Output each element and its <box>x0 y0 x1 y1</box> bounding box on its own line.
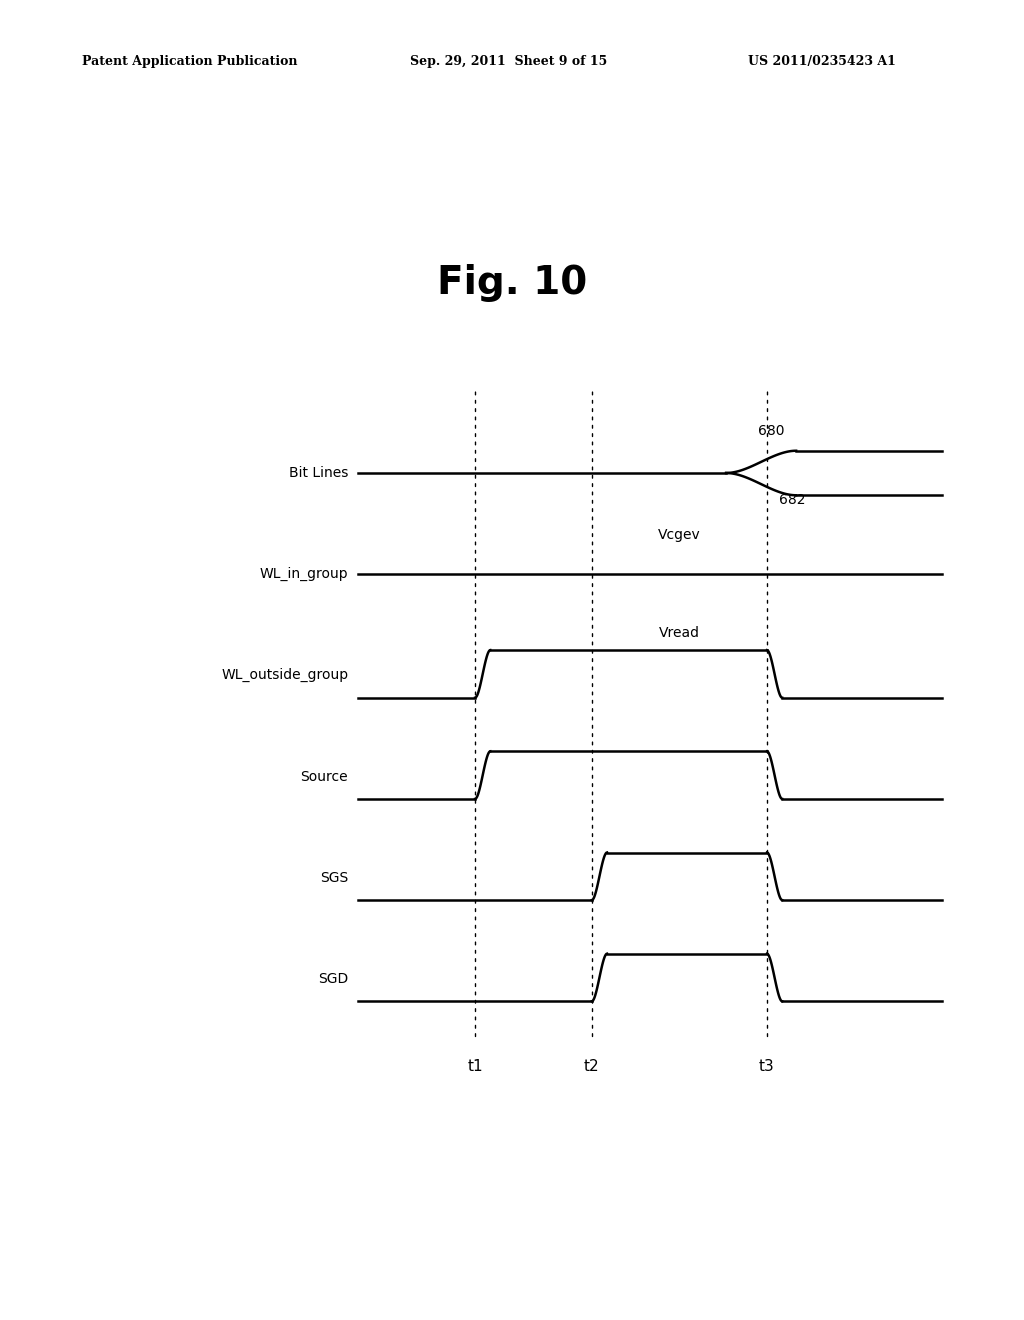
Text: Vread: Vread <box>658 626 700 639</box>
Text: Sep. 29, 2011  Sheet 9 of 15: Sep. 29, 2011 Sheet 9 of 15 <box>410 55 607 69</box>
Text: t1: t1 <box>467 1059 483 1073</box>
Text: Source: Source <box>300 770 348 784</box>
Text: Vcgev: Vcgev <box>658 528 700 541</box>
Text: t3: t3 <box>759 1059 775 1073</box>
Text: Patent Application Publication: Patent Application Publication <box>82 55 297 69</box>
Text: WL_outside_group: WL_outside_group <box>221 668 348 682</box>
Text: Fig. 10: Fig. 10 <box>437 264 587 302</box>
Text: 682: 682 <box>778 492 805 507</box>
Text: Bit Lines: Bit Lines <box>289 466 348 480</box>
Text: SGS: SGS <box>319 871 348 884</box>
Text: t2: t2 <box>584 1059 600 1073</box>
Text: 680: 680 <box>758 424 784 438</box>
Text: US 2011/0235423 A1: US 2011/0235423 A1 <box>748 55 895 69</box>
Text: WL_in_group: WL_in_group <box>259 568 348 581</box>
Text: SGD: SGD <box>317 972 348 986</box>
